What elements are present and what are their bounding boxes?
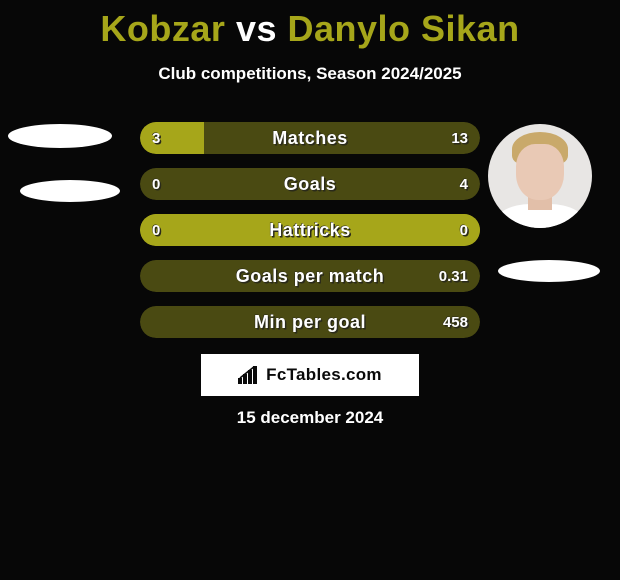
title-player-left: Kobzar [100,8,225,49]
branding-badge: FcTables.com [201,354,419,396]
stat-value-right: 0 [460,214,468,246]
stat-value-right: 0.31 [439,260,468,292]
stat-row-matches: 3 Matches 13 [140,122,480,154]
stat-label: Goals per match [140,260,480,292]
stat-value-right: 458 [443,306,468,338]
stat-bars: 3 Matches 13 0 Goals 4 0 Hattricks 0 Goa… [140,122,480,352]
title-player-right: Danylo Sikan [288,8,520,49]
page-title: Kobzar vs Danylo Sikan [0,0,620,50]
stat-row-goals-per-match: Goals per match 0.31 [140,260,480,292]
placeholder-ellipse [8,124,112,148]
player-right-avatar [488,124,592,228]
branding-text: FcTables.com [266,365,382,385]
placeholder-ellipse [498,260,600,282]
stat-value-right: 13 [451,122,468,154]
stat-label: Goals [140,168,480,200]
title-vs: vs [236,8,277,49]
placeholder-ellipse [20,180,120,202]
comparison-card: Kobzar vs Danylo Sikan Club competitions… [0,0,620,580]
stat-label: Matches [140,122,480,154]
stat-row-hattricks: 0 Hattricks 0 [140,214,480,246]
stat-row-goals: 0 Goals 4 [140,168,480,200]
bar-chart-icon [238,366,260,384]
stat-row-min-per-goal: Min per goal 458 [140,306,480,338]
stat-label: Hattricks [140,214,480,246]
stat-value-right: 4 [460,168,468,200]
stat-label: Min per goal [140,306,480,338]
date-text: 15 december 2024 [0,408,620,428]
subtitle: Club competitions, Season 2024/2025 [0,64,620,84]
